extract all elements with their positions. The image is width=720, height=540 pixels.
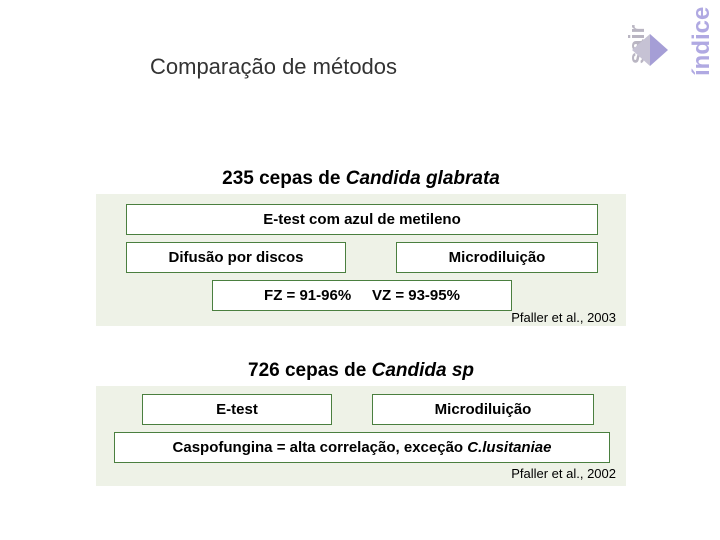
box-etest: E-test [142,394,332,425]
citation-2: Pfaller et al., 2002 [511,466,616,481]
section1-heading: 235 cepas de Candida glabrata [96,168,626,190]
section1-heading-pre: 235 cepas de [222,168,346,189]
panel-section2: E-test Microdiluição Caspofungina = alta… [96,386,626,486]
box-etest-metileno: E-test com azul de metileno [126,204,598,235]
box-caspofungina-plain: Caspofungina = alta correlação, exceção [173,439,468,456]
box-fz-vz: FZ = 91-96% VZ = 93-95% [212,280,512,311]
panel-section1: E-test com azul de metileno Difusão por … [96,194,626,326]
citation-1: Pfaller et al., 2003 [511,310,616,325]
box-caspofungina-italic: C.lusitaniae [467,439,551,456]
page-title: Comparação de métodos [150,54,397,80]
indice-label[interactable]: índice [688,7,716,76]
section2-heading-pre: 726 cepas de [248,360,372,381]
section2-heading-italic: Candida sp [372,360,474,381]
nav-graphic: sair índice [602,18,692,78]
nav-arrows[interactable] [632,32,668,68]
section2-heading: 726 cepas de Candida sp [96,360,626,382]
box-caspofungina: Caspofungina = alta correlação, exceção … [114,432,610,463]
box-difusao: Difusão por discos [126,242,346,273]
section1-heading-italic: Candida glabrata [346,168,500,189]
arrow-right-icon [650,34,668,66]
arrow-left-icon [632,34,650,66]
box-microdiluicao-1: Microdiluição [396,242,598,273]
box-microdiluicao-2: Microdiluição [372,394,594,425]
